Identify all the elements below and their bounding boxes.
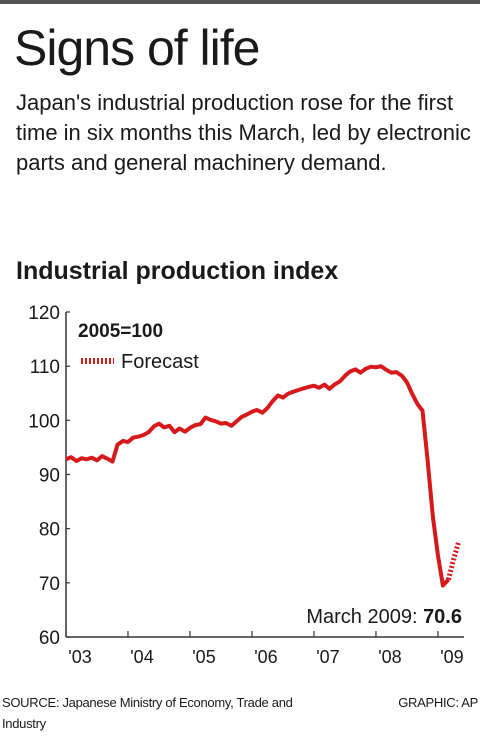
y-axis-ticks: 60 70 80 90 100 110 120 [28, 303, 70, 649]
legend-label-forecast: Forecast [121, 351, 199, 373]
y-tick-label: 80 [39, 520, 60, 541]
annotation: March 2009: 70.6 [306, 606, 462, 628]
graphic-credit: GRAPHIC: AP [398, 695, 478, 710]
source-note: SOURCE: Japanese Ministry of Economy, Tr… [2, 695, 293, 731]
x-tick-label: '04 [130, 647, 153, 667]
y-tick-label: 120 [28, 303, 60, 324]
x-tick-label: '05 [192, 647, 215, 667]
forecast-series-line [446, 541, 461, 581]
x-tick-label: '08 [378, 647, 401, 667]
x-tick-label: '03 [68, 647, 91, 667]
annotation-label: March 2009: [306, 606, 423, 628]
headline: Signs of life [14, 20, 260, 76]
y-tick-label: 110 [30, 357, 60, 378]
legend: Forecast [81, 351, 199, 373]
chart-title: Industrial production index [16, 257, 339, 285]
y-tick-label: 100 [28, 411, 60, 432]
top-rule [0, 0, 480, 4]
x-tick-label: '07 [316, 647, 339, 667]
y-tick-label: 90 [39, 466, 60, 487]
subtitle: Japan's industrial production rose for t… [16, 90, 471, 175]
y-tick-label: 60 [39, 628, 60, 649]
base-note: 2005=100 [78, 321, 163, 342]
x-tick-label: '06 [254, 647, 277, 667]
x-tick-label: '09 [440, 647, 463, 667]
y-tick-label: 70 [39, 574, 60, 595]
annotation-value: 70.6 [423, 606, 462, 628]
series-layer [65, 364, 461, 588]
actual-series-line [65, 364, 450, 588]
x-axis-ticks: '03 '04 '05 '06 '07 '08 '09 [65, 631, 464, 667]
